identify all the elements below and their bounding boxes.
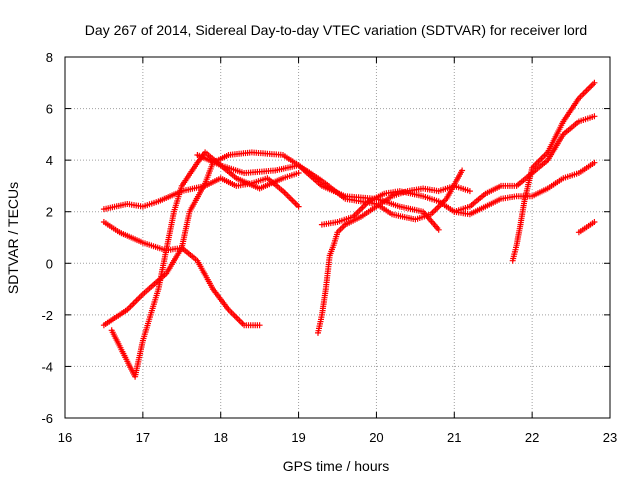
data-point (591, 113, 598, 120)
data-point (295, 170, 302, 176)
data-point (435, 226, 442, 233)
series-track-d (100, 149, 442, 329)
data-point (459, 167, 466, 174)
y-tick-label: 8 (46, 50, 53, 65)
y-tick-labels: -6 -4 -2 0 2 4 6 8 (41, 50, 53, 426)
x-tick-label: 19 (291, 430, 305, 445)
y-tick-label: 6 (46, 102, 53, 117)
y-tick-label: 4 (46, 153, 53, 168)
y-tick-label: -2 (41, 308, 53, 323)
y-tick-label: 0 (46, 256, 53, 271)
x-tick-label: 17 (136, 430, 150, 445)
series-track-i (509, 79, 598, 264)
x-tick-labels: 16 17 18 19 20 21 22 23 (58, 430, 617, 445)
data-point (591, 159, 598, 166)
x-axis-label: GPS time / hours (283, 458, 390, 474)
axis-ticks (64, 56, 611, 419)
data-point (591, 79, 598, 86)
series-track-f (315, 182, 473, 336)
y-tick-label: -6 (41, 411, 53, 426)
series-track-b (100, 219, 263, 329)
series-track-h (451, 159, 598, 218)
x-tick-label: 23 (603, 430, 617, 445)
series-marks (100, 79, 598, 380)
chart-title: Day 267 of 2014, Sidereal Day-to-day VTE… (85, 22, 587, 38)
data-point (256, 322, 263, 329)
data-point (295, 203, 302, 210)
y-tick-label: -4 (41, 359, 53, 374)
x-tick-label: 18 (213, 430, 227, 445)
y-axis-label: SDTVAR / TECUs (5, 182, 21, 294)
y-tick-label: 2 (46, 205, 53, 220)
x-tick-label: 21 (447, 430, 461, 445)
data-point (466, 188, 473, 195)
x-tick-label: 22 (525, 430, 539, 445)
x-tick-label: 16 (58, 430, 72, 445)
plot-frame (64, 56, 611, 419)
grid-lines (65, 57, 610, 418)
x-tick-label: 20 (369, 430, 383, 445)
data-point (591, 219, 598, 225)
series-track-j (575, 219, 598, 236)
